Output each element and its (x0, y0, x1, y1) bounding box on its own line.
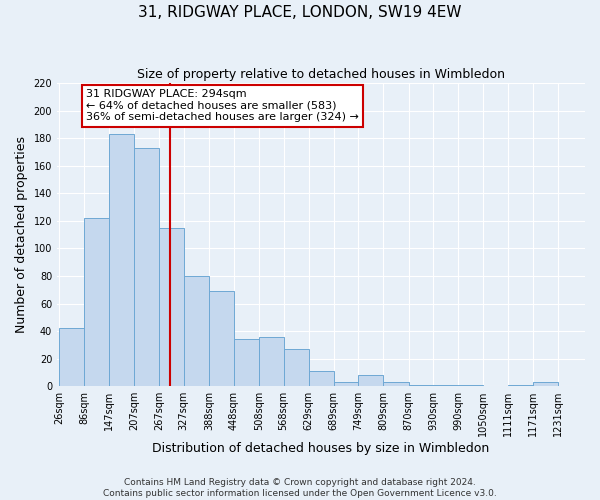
Bar (533, 382, 558, 386)
Text: 31 RIDGWAY PLACE: 294sqm
← 64% of detached houses are smaller (583)
36% of semi-: 31 RIDGWAY PLACE: 294sqm ← 64% of detach… (86, 89, 359, 122)
Bar (284, 349, 309, 386)
Bar (508, 385, 533, 386)
Bar (409, 385, 433, 386)
Bar (209, 291, 234, 386)
Bar (309, 371, 334, 386)
X-axis label: Distribution of detached houses by size in Wimbledon: Distribution of detached houses by size … (152, 442, 490, 455)
Bar (184, 276, 209, 386)
Bar (334, 382, 358, 386)
Bar (358, 375, 383, 386)
Bar (433, 385, 458, 386)
Text: Contains HM Land Registry data © Crown copyright and database right 2024.
Contai: Contains HM Land Registry data © Crown c… (103, 478, 497, 498)
Bar (59, 328, 84, 386)
Bar (259, 336, 284, 386)
Y-axis label: Number of detached properties: Number of detached properties (15, 136, 28, 333)
Title: Size of property relative to detached houses in Wimbledon: Size of property relative to detached ho… (137, 68, 505, 80)
Text: 31, RIDGWAY PLACE, LONDON, SW19 4EW: 31, RIDGWAY PLACE, LONDON, SW19 4EW (138, 5, 462, 20)
Bar (458, 385, 483, 386)
Bar (109, 134, 134, 386)
Bar (134, 148, 159, 386)
Bar (383, 382, 409, 386)
Bar (159, 228, 184, 386)
Bar (234, 340, 259, 386)
Bar (84, 218, 109, 386)
